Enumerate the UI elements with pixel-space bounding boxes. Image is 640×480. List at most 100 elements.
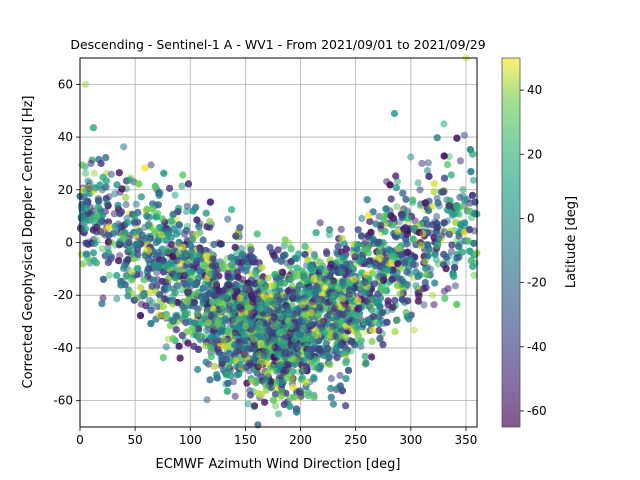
scatter-point <box>403 268 411 276</box>
scatter-point <box>123 219 131 227</box>
scatter-point <box>403 207 412 215</box>
scatter-point <box>292 408 301 416</box>
scatter-point <box>227 261 235 269</box>
scatter-point <box>175 342 183 350</box>
scatter-point <box>431 279 439 287</box>
scatter-point <box>287 245 295 253</box>
scatter-point <box>407 153 415 161</box>
scatter-point <box>145 221 153 229</box>
scatter-point <box>207 353 215 361</box>
scatter-point <box>409 260 417 268</box>
scatter-point <box>181 312 189 320</box>
scatter-point <box>242 345 250 353</box>
scatter-point <box>267 384 275 392</box>
scatter-point <box>453 134 461 142</box>
scatter-point <box>386 181 394 189</box>
scatter-point <box>325 226 334 234</box>
scatter-point <box>193 310 201 318</box>
scatter-point <box>412 241 420 249</box>
scatter-point <box>162 343 170 351</box>
scatter-point <box>228 206 236 214</box>
scatter-point <box>362 359 370 367</box>
scatter-point <box>199 236 207 244</box>
scatter-point <box>312 292 320 300</box>
scatter-point <box>450 210 458 218</box>
scatter-point <box>184 339 192 347</box>
scatter-point <box>334 242 342 251</box>
scatter-point <box>442 265 450 273</box>
scatter-point <box>178 182 186 190</box>
scatter-point <box>200 260 208 269</box>
scatter-points <box>76 54 481 429</box>
scatter-point <box>366 217 374 226</box>
scatter-point <box>134 250 142 258</box>
scatter-point <box>171 191 179 199</box>
scatter-point <box>253 230 261 238</box>
scatter-point <box>154 201 162 209</box>
scatter-point <box>460 131 468 139</box>
scatter-point <box>113 271 121 280</box>
scatter-point <box>391 296 399 304</box>
scatter-point <box>147 306 155 314</box>
scatter-point <box>184 288 192 296</box>
scatter-point <box>104 258 112 266</box>
scatter-point <box>244 400 252 408</box>
scatter-point <box>399 189 407 197</box>
scatter-point <box>359 256 367 264</box>
scatter-point <box>414 273 422 281</box>
scatter-point <box>124 292 132 300</box>
scatter-point <box>271 390 280 398</box>
scatter-point <box>252 269 260 277</box>
scatter-point <box>375 326 383 335</box>
scatter-point <box>392 172 400 180</box>
scatter-point <box>441 294 449 302</box>
scatter-point <box>372 220 380 228</box>
scatter-point <box>433 242 442 250</box>
scatter-point <box>337 327 346 335</box>
scatter-point <box>169 335 177 343</box>
scatter-point <box>342 334 350 342</box>
scatter-point <box>277 257 285 265</box>
scatter-point <box>470 239 478 247</box>
scatter-point <box>393 316 401 324</box>
scatter-point <box>323 249 331 257</box>
scatter-point <box>95 197 103 205</box>
scatter-point <box>421 257 429 266</box>
scatter-point <box>98 245 106 253</box>
scatter-point <box>402 195 410 203</box>
scatter-point <box>246 391 255 399</box>
scatter-point <box>210 240 218 249</box>
scatter-point <box>466 146 474 154</box>
scatter-point <box>249 294 257 302</box>
scatter-point <box>310 373 318 382</box>
scatter-point <box>143 205 151 213</box>
scatter-point <box>180 304 188 312</box>
scatter-point <box>365 302 374 310</box>
scatter-point <box>339 253 347 261</box>
scatter-point <box>301 242 309 250</box>
scatter-point <box>208 298 216 306</box>
scatter-point <box>420 301 428 309</box>
scatter-point <box>105 218 113 226</box>
scatter-point <box>390 109 399 118</box>
scatter-point <box>186 241 195 250</box>
scatter-point <box>398 295 406 303</box>
scatter-point <box>190 298 199 306</box>
scatter-point <box>388 275 396 283</box>
scatter-point <box>155 311 163 319</box>
scatter-point <box>179 171 187 179</box>
scatter-point <box>118 185 126 193</box>
scatter-point <box>338 234 346 242</box>
scatter-point <box>342 375 350 383</box>
scatter-point <box>159 354 167 362</box>
scatter-point <box>421 264 429 273</box>
scatter-point <box>467 257 475 265</box>
scatter-point <box>105 231 113 239</box>
scatter-point <box>342 402 350 410</box>
scatter-point <box>115 169 123 177</box>
scatter-point <box>146 234 154 242</box>
scatter-point <box>226 302 234 310</box>
scatter-point <box>194 365 202 374</box>
scatter-point <box>267 327 275 335</box>
scatter-point <box>434 199 442 207</box>
